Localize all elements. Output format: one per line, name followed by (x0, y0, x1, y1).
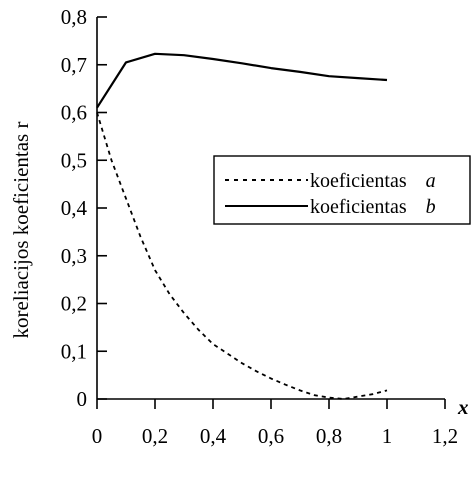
y-tick-label: 0,1 (61, 339, 87, 363)
x-tick-label: 1,2 (432, 424, 458, 448)
series-line-b (96, 52, 388, 109)
x-tick-label: 0,4 (200, 424, 227, 448)
y-tick-label: 0,4 (61, 196, 88, 220)
legend: koeficientas a koeficientas b (213, 155, 471, 225)
x-tick-label: 0,6 (258, 424, 284, 448)
legend-label-b-text: koeficientas (310, 196, 407, 218)
legend-label-b-var: b (426, 196, 436, 218)
x-tick-label: 1 (382, 424, 393, 448)
y-tick-label: 0,5 (61, 148, 87, 172)
y-tick-label: 0,2 (61, 292, 87, 316)
series-group (96, 52, 388, 400)
y-tick-label: 0,6 (61, 101, 87, 125)
y-tick-label: 0,8 (61, 5, 87, 29)
legend-label-a: koeficientas a (310, 170, 436, 192)
legend-label-a-var: a (426, 170, 436, 192)
x-tick-label: 0 (92, 424, 103, 448)
x-tick-label: 0,2 (142, 424, 168, 448)
y-tick-label: 0,7 (61, 53, 87, 77)
series-line-a (96, 112, 388, 400)
x-ticks: 0 0,2 0,4 0,6 0,8 1 1,2 (92, 399, 458, 448)
y-tick-label: 0 (77, 387, 88, 411)
legend-box (213, 155, 471, 225)
legend-label-b: koeficientas b (310, 196, 436, 218)
y-axis-label: koreliacijos koeficientas r (9, 122, 33, 339)
x-tick-label: 0,8 (316, 424, 342, 448)
x-axis-label: x (457, 395, 469, 419)
legend-label-a-text: koeficientas (310, 170, 407, 192)
y-tick-label: 0,3 (61, 244, 87, 268)
y-ticks: 0 0,1 0,2 0,3 0,4 0,5 0,6 0,7 0,8 (61, 5, 107, 411)
